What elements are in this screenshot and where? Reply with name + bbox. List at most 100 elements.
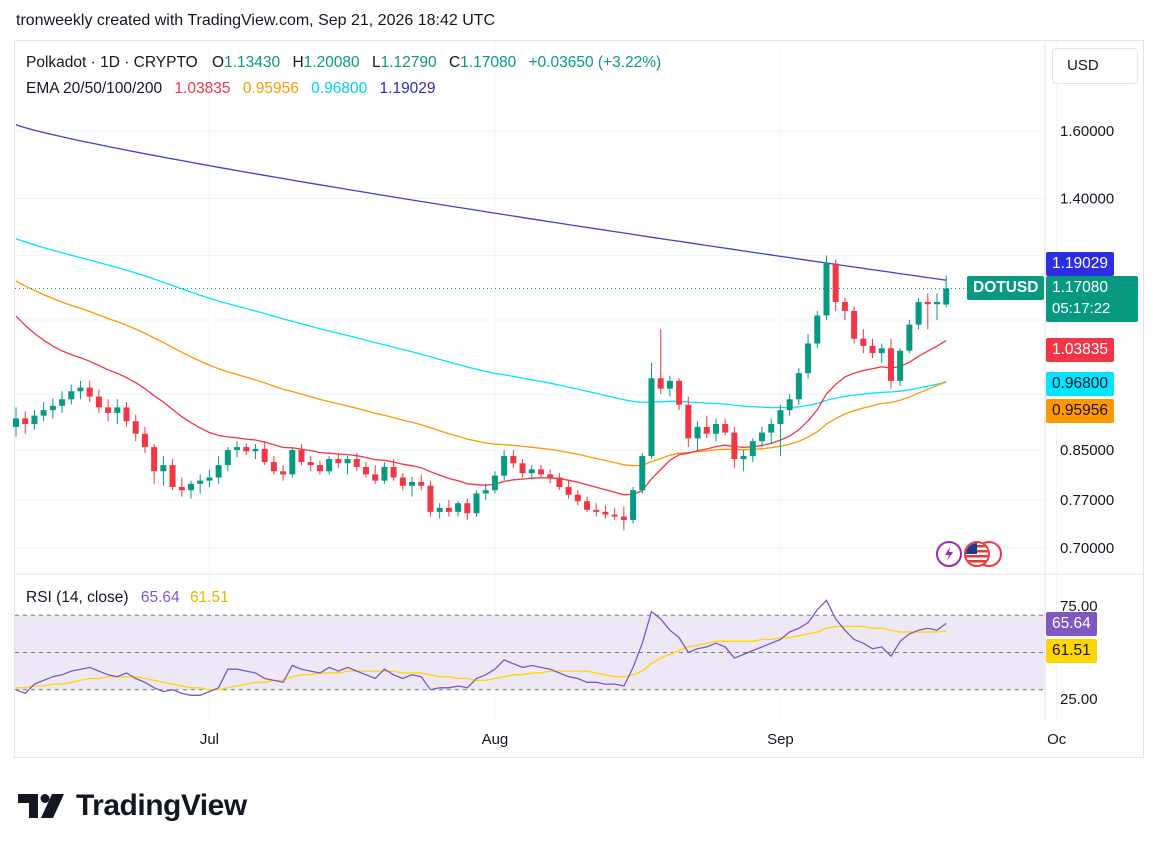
candle (584, 496, 591, 512)
candle-body (749, 441, 756, 457)
candle-body (676, 380, 683, 405)
candle (344, 456, 351, 475)
candle-body (418, 481, 425, 486)
candle (491, 471, 498, 494)
candle (390, 459, 397, 481)
candle (851, 306, 858, 344)
candle (59, 391, 66, 413)
candle (372, 465, 379, 484)
rsi-tick-label: 75.00 (1060, 598, 1098, 615)
candle (841, 297, 848, 321)
candle (13, 407, 19, 437)
candle (878, 343, 885, 364)
candle (501, 450, 508, 481)
candle-body (224, 450, 231, 466)
price-tick-label: 1.40000 (1060, 190, 1114, 207)
candle-body (344, 459, 351, 464)
candle-body (445, 507, 452, 512)
price-tick-label: 0.77000 (1060, 492, 1114, 509)
candle-body (464, 503, 471, 514)
symbol-title: Polkadot · 1D · CRYPTO (26, 54, 198, 71)
candle-body (105, 407, 112, 413)
brand-name: TradingView (76, 789, 247, 822)
tradingview-mark-icon (18, 794, 64, 818)
price-tick-label: 1.60000 (1060, 123, 1114, 140)
candle (897, 348, 904, 387)
snapshot-title: tronweekly created with TradingView.com,… (16, 12, 496, 29)
candle (464, 498, 471, 520)
close-value: 1.17080 (460, 54, 517, 71)
tradingview-logo[interactable]: TradingView (18, 786, 247, 826)
rsi-ma-value: 61.51 (189, 589, 229, 606)
candle-body (234, 447, 241, 451)
candle-body (685, 404, 692, 439)
candle (556, 473, 563, 491)
candle-body (22, 418, 29, 425)
candle-body (547, 474, 554, 478)
candle-body (611, 514, 618, 517)
candle-body (565, 486, 572, 495)
chart-frame (14, 40, 1144, 758)
candle (630, 486, 637, 524)
candle (49, 398, 56, 419)
candle-body (666, 380, 673, 389)
candle-body (805, 343, 812, 374)
close-label: C (448, 54, 461, 71)
candle (95, 389, 102, 413)
candle-body (95, 396, 102, 408)
candle (362, 462, 369, 478)
candle (749, 438, 756, 463)
candle (510, 450, 517, 469)
candle (40, 401, 47, 422)
candles-layer (13, 255, 950, 531)
ema100-value: 0.96800 (311, 80, 368, 97)
candle (86, 380, 93, 402)
ema100-price-tag: 0.96800 (1046, 372, 1115, 396)
rsi-ma-line (16, 625, 947, 691)
candle-body (851, 310, 858, 339)
candle (537, 465, 544, 478)
candle-body (768, 424, 775, 433)
candle-body (335, 459, 342, 464)
candle (869, 338, 876, 359)
us-flag-icon[interactable] (964, 541, 990, 567)
candle-body (602, 511, 609, 515)
candle (777, 404, 784, 457)
open-label: O (212, 54, 225, 71)
candle (648, 363, 655, 460)
rsi-pane (15, 599, 1045, 696)
candle (823, 255, 830, 321)
candle (934, 293, 940, 321)
candle (187, 480, 194, 499)
candle (307, 456, 314, 472)
candle (712, 418, 719, 442)
ema200-price-tag: 1.19029 (1046, 252, 1115, 276)
currency-button[interactable]: USD (1052, 48, 1138, 84)
candle-body (326, 459, 333, 472)
candle (197, 474, 204, 494)
candle (768, 418, 775, 445)
candle-body (455, 503, 462, 512)
candle (215, 456, 222, 484)
candle-body (197, 480, 204, 484)
candle (399, 473, 406, 491)
candle (759, 426, 766, 448)
candle-body (924, 301, 931, 305)
rsi-value: 65.64 (140, 589, 180, 606)
candle-body (528, 469, 535, 474)
candle (943, 275, 950, 308)
candle (178, 477, 185, 497)
candle-body (915, 301, 922, 325)
candle (445, 499, 452, 517)
lightning-icon[interactable] (936, 541, 962, 567)
candle (418, 474, 425, 491)
candle-body (77, 387, 84, 392)
change-value: +0.03650 (+3.22%) (528, 54, 662, 71)
candle-body (473, 493, 480, 514)
rsi-value-tag: 65.64 (1046, 612, 1097, 636)
candle-body (887, 348, 894, 381)
candle (169, 459, 176, 491)
candle-body (261, 448, 268, 463)
low-label: L (371, 54, 381, 71)
